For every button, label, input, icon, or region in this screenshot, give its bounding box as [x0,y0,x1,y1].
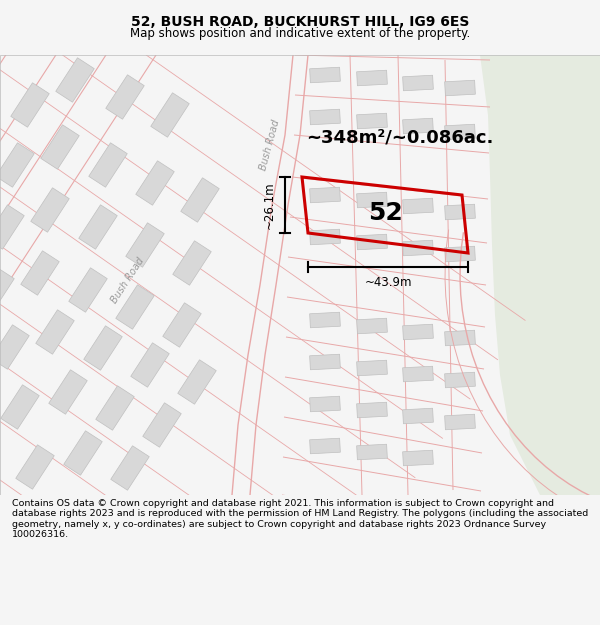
Polygon shape [310,438,340,454]
Polygon shape [79,205,117,249]
Polygon shape [56,58,94,102]
Polygon shape [403,198,433,214]
Polygon shape [126,222,164,268]
Text: ~348m²/~0.086ac.: ~348m²/~0.086ac. [307,128,494,146]
Text: ~26.1m: ~26.1m [263,181,275,229]
Polygon shape [16,445,54,489]
Polygon shape [0,268,14,312]
Polygon shape [310,312,340,328]
Polygon shape [96,386,134,430]
Polygon shape [178,360,216,404]
Polygon shape [0,142,34,188]
Polygon shape [445,330,475,346]
Polygon shape [1,385,39,429]
Polygon shape [106,75,144,119]
Polygon shape [21,251,59,295]
Polygon shape [356,192,388,208]
Polygon shape [403,366,433,382]
Polygon shape [445,372,475,388]
Polygon shape [0,325,29,369]
Polygon shape [403,450,433,466]
Polygon shape [356,113,388,129]
Polygon shape [49,370,87,414]
Polygon shape [69,268,107,312]
Polygon shape [310,396,340,412]
Text: Bush Road: Bush Road [110,256,146,304]
Polygon shape [356,402,388,418]
Polygon shape [403,118,433,134]
Polygon shape [356,444,388,460]
Polygon shape [310,229,340,245]
Polygon shape [173,241,211,285]
Polygon shape [445,124,475,140]
Polygon shape [356,234,388,250]
Polygon shape [403,408,433,424]
Polygon shape [445,80,475,96]
Polygon shape [31,188,69,232]
Polygon shape [11,82,49,127]
Polygon shape [116,285,154,329]
Polygon shape [163,302,201,348]
Text: 52: 52 [368,201,403,225]
Polygon shape [445,246,475,262]
Polygon shape [310,68,340,82]
Polygon shape [356,70,388,86]
Polygon shape [356,360,388,376]
Polygon shape [41,125,79,169]
Polygon shape [0,205,24,249]
Polygon shape [445,414,475,430]
Polygon shape [403,324,433,340]
Text: Contains OS data © Crown copyright and database right 2021. This information is : Contains OS data © Crown copyright and d… [12,499,588,539]
Polygon shape [84,326,122,370]
Polygon shape [310,188,340,202]
Polygon shape [356,318,388,334]
Polygon shape [403,75,433,91]
Polygon shape [64,431,102,475]
Polygon shape [310,354,340,370]
Polygon shape [310,109,340,125]
Text: Bush Road: Bush Road [259,119,281,171]
Text: 52, BUSH ROAD, BUCKHURST HILL, IG9 6ES: 52, BUSH ROAD, BUCKHURST HILL, IG9 6ES [131,16,469,29]
Polygon shape [36,310,74,354]
Polygon shape [136,161,174,205]
Polygon shape [403,240,433,256]
Polygon shape [89,142,127,188]
Polygon shape [111,446,149,490]
Polygon shape [131,342,169,388]
Polygon shape [151,92,189,138]
Text: ~43.9m: ~43.9m [364,276,412,289]
Polygon shape [143,402,181,448]
Polygon shape [470,55,600,495]
Polygon shape [181,177,219,222]
Text: Map shows position and indicative extent of the property.: Map shows position and indicative extent… [130,27,470,39]
Polygon shape [445,204,475,220]
